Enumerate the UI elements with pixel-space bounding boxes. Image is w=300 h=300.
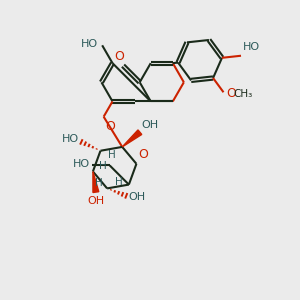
Text: H: H bbox=[108, 150, 116, 160]
Text: H: H bbox=[95, 178, 103, 188]
Text: OH: OH bbox=[129, 192, 146, 202]
Text: O: O bbox=[138, 148, 148, 161]
Text: HO: HO bbox=[81, 39, 98, 49]
Text: OH: OH bbox=[87, 196, 104, 206]
Text: HO: HO bbox=[62, 134, 79, 144]
Text: HO: HO bbox=[242, 42, 260, 52]
Text: O: O bbox=[105, 120, 115, 133]
Polygon shape bbox=[122, 130, 142, 147]
Text: O: O bbox=[226, 87, 236, 100]
Text: H: H bbox=[115, 177, 123, 187]
Text: HO: HO bbox=[73, 159, 90, 169]
Polygon shape bbox=[93, 172, 99, 193]
Text: OH: OH bbox=[141, 120, 158, 130]
Text: O: O bbox=[115, 50, 124, 63]
Text: CH₃: CH₃ bbox=[234, 89, 253, 99]
Text: H: H bbox=[99, 160, 106, 171]
